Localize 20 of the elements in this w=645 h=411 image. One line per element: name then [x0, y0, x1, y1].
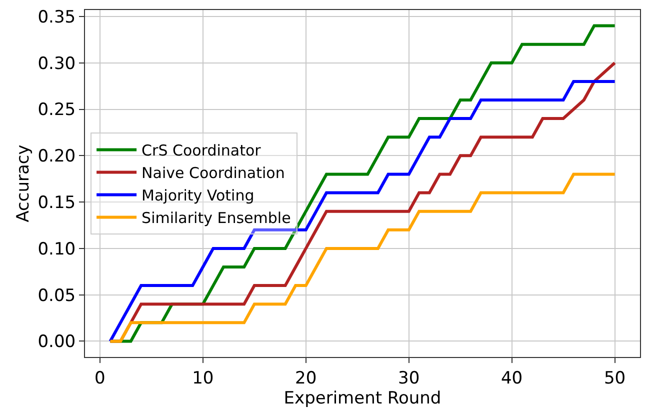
legend-label: Similarity Ensemble [142, 209, 291, 228]
x-tick-label: 50 [604, 368, 626, 388]
x-tick-label: 40 [500, 368, 523, 388]
x-tick-label: 20 [295, 368, 317, 388]
y-tick-label: 0.00 [38, 332, 76, 352]
x-axis-title: Experiment Round [284, 388, 442, 408]
y-tick-label: 0.15 [38, 193, 76, 214]
y-tick-label: 0.05 [38, 286, 76, 306]
x-tick-label: 30 [398, 368, 420, 388]
y-tick-label: 0.20 [38, 146, 76, 167]
y-axis-title: Accuracy [13, 144, 34, 222]
x-tick-label: 0 [94, 368, 106, 388]
y-tick-label: 0.10 [38, 239, 76, 260]
y-tick-label: 0.35 [38, 7, 76, 28]
y-tick-label: 0.30 [38, 54, 76, 74]
y-tick-label: 0.25 [38, 100, 76, 120]
legend-label: Naive Coordination [142, 164, 285, 182]
x-tick-label: 10 [192, 368, 214, 388]
legend-label: CrS Coordinator [142, 142, 262, 160]
legend-label: Majority Voting [142, 186, 254, 205]
